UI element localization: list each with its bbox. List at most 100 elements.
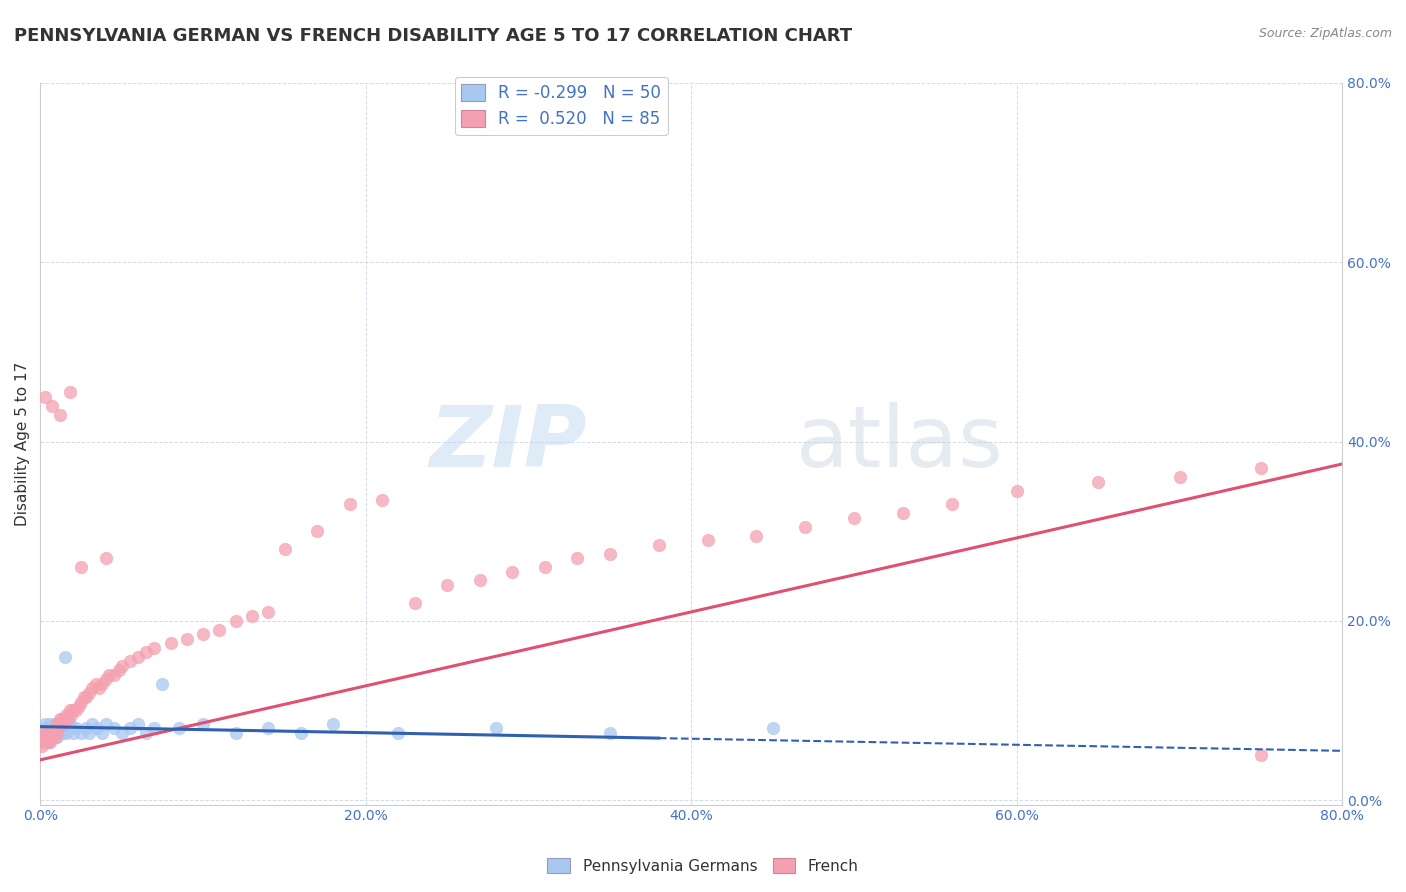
Point [159,636,181,650]
Point [468,574,491,588]
Point [176,632,198,646]
Point [45,722,67,736]
Point [42,731,65,745]
Text: PENNSYLVANIA GERMAN VS FRENCH DISABILITY AGE 5 TO 17 CORRELATION CHART: PENNSYLVANIA GERMAN VS FRENCH DISABILITY… [14,27,852,45]
Point [39,735,62,749]
Point [39,731,62,745]
Point [91,676,114,690]
Point [41,726,63,740]
Text: atlas: atlas [796,402,1004,485]
Point [32,722,55,736]
Point [87,681,110,695]
Point [51,713,73,727]
Point [44,722,66,736]
Text: ZIP: ZIP [430,402,588,485]
Point [62,704,84,718]
Point [94,717,117,731]
Point [1087,475,1109,489]
Point [35,726,58,740]
Point [97,667,120,681]
Point [111,658,134,673]
Point [38,731,60,745]
Point [55,708,77,723]
Point [70,694,93,708]
Point [49,717,72,731]
Point [94,672,117,686]
Point [34,731,56,745]
Legend: R = -0.299   N = 50, R =  0.520   N = 85: R = -0.299 N = 50, R = 0.520 N = 85 [454,77,668,135]
Point [34,735,56,749]
Point [86,722,108,736]
Point [257,722,280,736]
Point [35,735,58,749]
Point [69,698,91,713]
Point [56,713,79,727]
Point [107,663,129,677]
Point [143,722,166,736]
Point [32,726,55,740]
Point [34,390,56,404]
Point [45,717,67,731]
Point [599,726,621,740]
Point [31,731,53,745]
Point [45,731,67,745]
Point [1168,470,1191,484]
Point [82,681,104,695]
Point [35,731,58,745]
Point [307,524,329,539]
Point [1005,483,1028,498]
Point [65,722,87,736]
Point [46,722,69,736]
Point [91,726,114,740]
Point [208,623,231,637]
Point [52,717,75,731]
Point [75,722,97,736]
Point [41,399,63,413]
Point [501,565,523,579]
Text: Source: ZipAtlas.com: Source: ZipAtlas.com [1258,27,1392,40]
Point [34,717,56,731]
Point [34,735,56,749]
Point [59,385,82,400]
Point [240,609,263,624]
Point [59,717,82,731]
Point [127,649,149,664]
Point [84,676,107,690]
Point [436,578,458,592]
Point [387,726,409,740]
Point [49,713,72,727]
Point [225,614,247,628]
Point [127,717,149,731]
Point [53,713,76,727]
Point [485,722,508,736]
Point [70,560,93,574]
Legend: Pennsylvania Germans, French: Pennsylvania Germans, French [541,852,865,880]
Point [31,731,53,745]
Point [1250,748,1272,763]
Point [59,704,82,718]
Point [135,645,157,659]
Point [191,627,214,641]
Point [225,726,247,740]
Point [135,726,157,740]
Point [648,538,671,552]
Point [534,560,557,574]
Point [599,547,621,561]
Point [77,685,100,699]
Point [75,690,97,704]
Point [167,722,190,736]
Y-axis label: Disability Age 5 to 17: Disability Age 5 to 17 [15,361,30,526]
Point [103,667,125,681]
Point [1250,461,1272,475]
Point [111,726,134,740]
Point [38,726,60,740]
Point [371,492,394,507]
Point [941,497,963,511]
Point [51,726,73,740]
Point [82,717,104,731]
Point [62,726,84,740]
Point [38,735,60,749]
Point [257,605,280,619]
Point [103,722,125,736]
Point [39,726,62,740]
